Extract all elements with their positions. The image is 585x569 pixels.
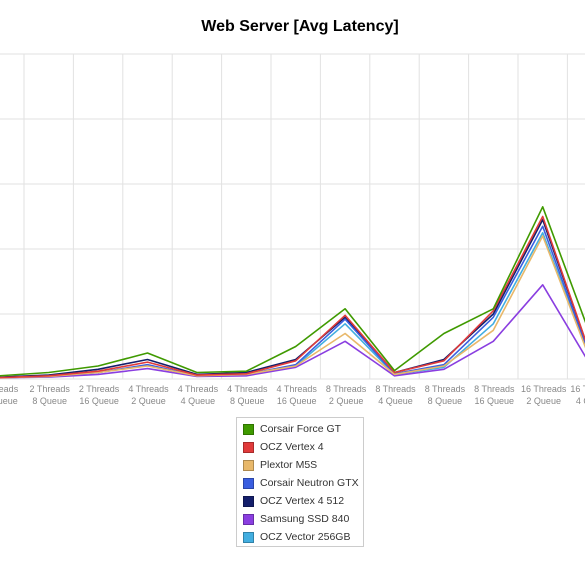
x-tick-label: 4 Queue [181, 396, 216, 406]
legend-item: OCZ Vertex 4 512 [237, 492, 363, 510]
legend-swatch [243, 477, 254, 489]
x-tick-label: 16 Queue [277, 396, 317, 406]
legend-item: Corsair Neutron GTX [237, 474, 363, 492]
series-line-plextor-m5s [0, 235, 585, 379]
legend-label: OCZ Vector 256GB [260, 531, 351, 543]
x-tick-label: 4 Queue [576, 396, 585, 406]
legend-label: Corsair Neutron GTX [260, 477, 359, 489]
legend-swatch [243, 531, 254, 543]
x-tick-label: 4 Threads [227, 384, 268, 394]
x-tick-label: 8 Threads [326, 384, 367, 394]
x-tick-label: 2 Queue [329, 396, 364, 406]
series-line-ocz-vertex-4-512 [0, 218, 585, 378]
legend-swatch [243, 423, 254, 435]
legend-swatch [243, 495, 254, 507]
legend-item: Samsung SSD 840 [237, 510, 363, 528]
legend-item: Corsair Force GT [237, 420, 363, 438]
x-tick-label: 8 Threads [425, 384, 466, 394]
x-tick-label: 4 Queue [378, 396, 413, 406]
x-tick-label: 16 Threads [521, 384, 567, 394]
legend-item: OCZ Vertex 4 [237, 438, 363, 456]
legend-label: Plextor M5S [260, 459, 318, 471]
series-line-ocz-vertex-4 [0, 215, 585, 379]
x-tick-label: 1 Threads [0, 384, 19, 394]
x-tick-label: 16 Queue [79, 396, 119, 406]
x-tick-label: 16 Queue [475, 396, 515, 406]
x-tick-label: 8 Queue [230, 396, 265, 406]
series-line-samsung-ssd-840 [0, 283, 585, 379]
series-line-corsair-force-gt [0, 206, 585, 377]
legend-label: Samsung SSD 840 [260, 513, 350, 525]
legend-item: OCZ Vector 256GB [237, 528, 363, 546]
legend-label: Corsair Force GT [260, 423, 342, 435]
legend-label: OCZ Vertex 4 [260, 441, 324, 453]
x-tick-label: 2 Threads [79, 384, 120, 394]
legend-item: Plextor M5S [237, 456, 363, 474]
x-tick-label: 8 Queue [428, 396, 463, 406]
x-tick-label: 2 Threads [30, 384, 71, 394]
x-tick-label: 8 Threads [474, 384, 515, 394]
x-tick-label: 32 Queue [0, 396, 18, 406]
x-tick-label: 8 Queue [32, 396, 67, 406]
x-tick-label: 2 Queue [131, 396, 166, 406]
legend-label: OCZ Vertex 4 512 [260, 495, 345, 507]
chart-legend: Corsair Force GT OCZ Vertex 4 Plextor M5S C… [236, 417, 364, 547]
x-tick-label: 4 Threads [277, 384, 318, 394]
x-tick-label: 4 Threads [178, 384, 219, 394]
legend-swatch [243, 459, 254, 471]
x-tick-label: 4 Threads [128, 384, 169, 394]
x-tick-label: 16 Threads [570, 384, 585, 394]
x-tick-label: 8 Threads [375, 384, 416, 394]
x-tick-label: 2 Queue [526, 396, 561, 406]
legend-swatch [243, 441, 254, 453]
legend-swatch [243, 513, 254, 525]
chart-title: Web Server [Avg Latency] [201, 18, 399, 35]
